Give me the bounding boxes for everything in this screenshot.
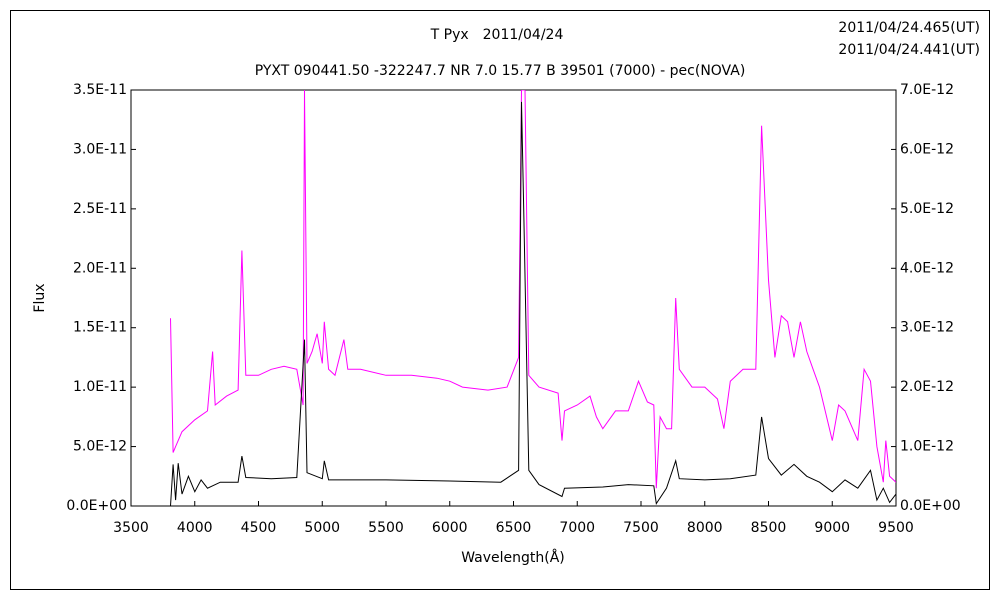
legend-entry: 2011/04/24.441(UT) [838,42,980,58]
series-line [170,90,896,489]
y-tick-label: 2.0E-11 [73,260,127,276]
legend-entry: 2011/04/24.465(UT) [838,20,980,36]
x-tick-label: 4000 [177,520,213,536]
y2-tick-label: 5.0E-12 [900,201,954,217]
x-tick-label: 7000 [559,520,595,536]
y-tick-label: 3.0E-11 [73,141,127,157]
y-tick-label: 1.5E-11 [73,320,127,336]
y2-tick-label: 1.0E-12 [900,439,954,455]
y2-tick-label: 3.0E-12 [900,320,954,336]
y2-tick-label: 2.0E-12 [900,379,954,395]
y-tick-label: 2.5E-11 [73,201,127,217]
x-axis-label: Wavelength(Å) [461,549,565,566]
series-line [170,101,896,506]
x-tick-label: 6000 [432,520,468,536]
y-tick-label: 5.0E-12 [73,439,127,455]
x-tick-label: 9500 [878,520,914,536]
y2-tick-label: 4.0E-12 [900,260,954,276]
y-tick-label: 3.5E-11 [73,82,127,98]
x-tick-label: 6500 [496,520,532,536]
x-tick-label: 5500 [368,520,404,536]
y-axis-label: Flux [32,283,48,312]
y2-tick-label: 0.0E+00 [900,498,961,514]
x-tick-label: 8000 [687,520,723,536]
y-tick-label: 1.0E-11 [73,379,127,395]
y-tick-label: 0.0E+00 [66,498,127,514]
x-tick-label: 8500 [751,520,787,536]
x-tick-label: 9000 [814,520,850,536]
x-tick-label: 4500 [241,520,277,536]
y2-tick-label: 7.0E-12 [900,82,954,98]
x-tick-label: 3500 [113,520,149,536]
x-tick-label: 7500 [623,520,659,536]
x-tick-label: 5000 [304,520,340,536]
chart-title: T Pyx 2011/04/24 [430,27,564,43]
chart-subtitle: PYXT 090441.50 -322247.7 NR 7.0 15.77 B … [255,63,746,79]
y2-tick-label: 6.0E-12 [900,141,954,157]
frame [10,10,990,590]
